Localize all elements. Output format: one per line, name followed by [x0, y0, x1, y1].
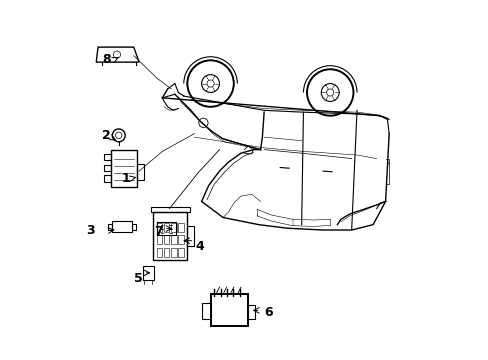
Text: 5: 5 — [133, 272, 142, 285]
Text: 4: 4 — [195, 240, 204, 253]
Text: 3: 3 — [86, 224, 94, 237]
Text: 7: 7 — [153, 225, 162, 238]
Text: 6: 6 — [264, 306, 272, 319]
Text: 8: 8 — [102, 53, 111, 66]
Text: 2: 2 — [102, 129, 110, 142]
Text: 1: 1 — [121, 172, 130, 185]
